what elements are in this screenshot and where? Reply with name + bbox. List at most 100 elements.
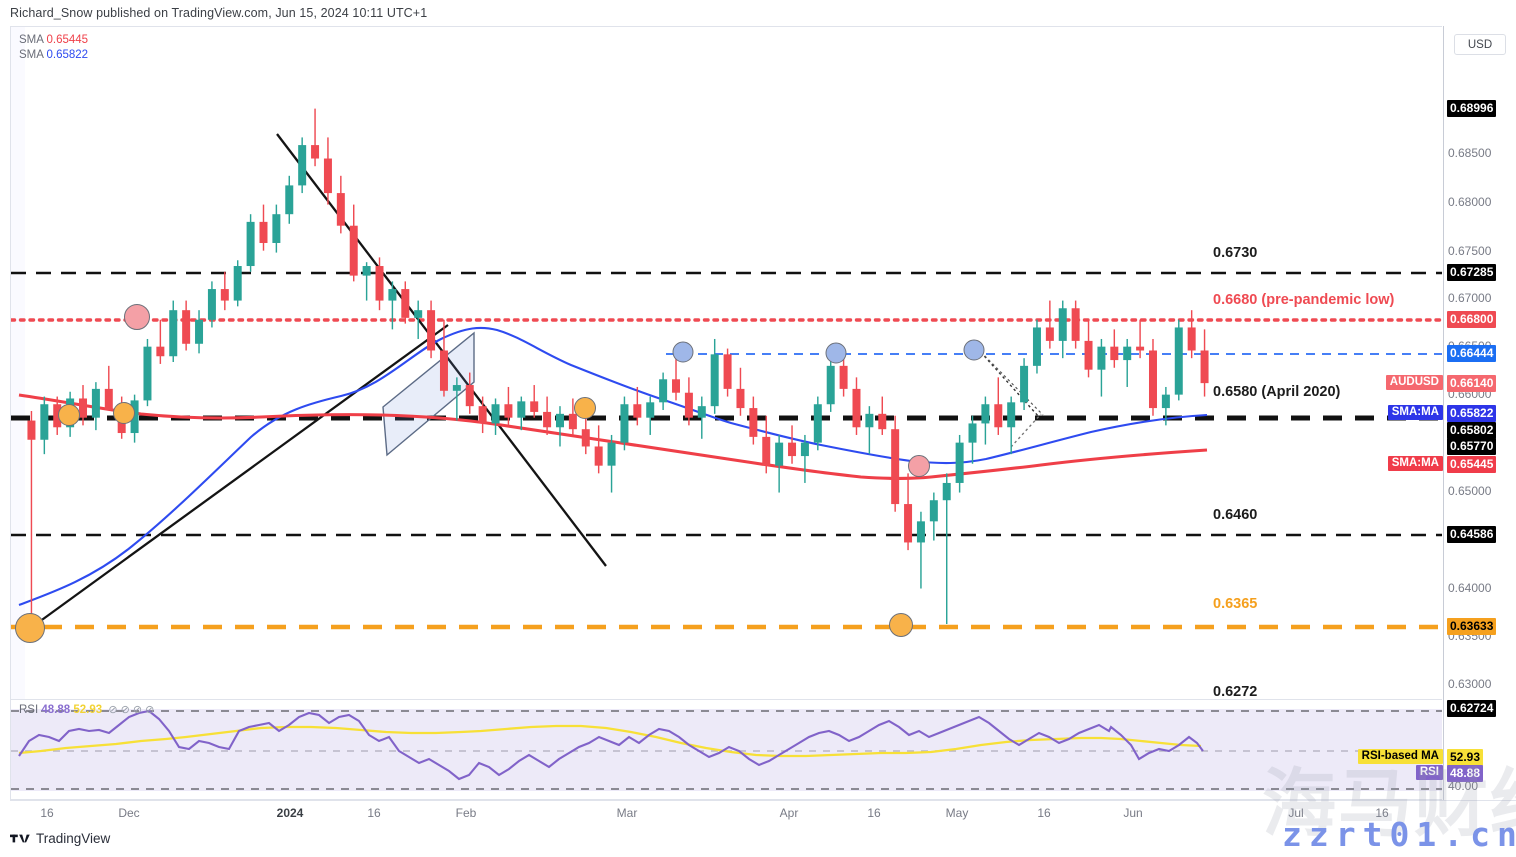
candle-body xyxy=(697,406,706,418)
candle-body xyxy=(439,350,448,391)
candle-body xyxy=(79,398,88,418)
level-annotation-label: 0.6272 xyxy=(1213,684,1258,699)
candle-body xyxy=(981,404,990,424)
candle-body xyxy=(272,214,281,243)
rsi-settings-glyphs[interactable]: ⊘ ⊘ ⊘ ⊘ xyxy=(108,704,155,716)
price-axis-tick: 0.68000 xyxy=(1448,195,1492,209)
candle-body xyxy=(762,436,771,466)
level-annotation-label: 0.6460 xyxy=(1213,507,1258,523)
price-axis-chip: 0.65445 xyxy=(1447,456,1497,473)
candle-body xyxy=(1161,394,1170,409)
candle-body xyxy=(568,413,577,430)
trendline-ascending xyxy=(27,324,449,631)
candle-body xyxy=(1007,402,1016,428)
candle-body xyxy=(891,429,900,505)
currency-badge[interactable]: USD xyxy=(1454,34,1506,55)
candle-body xyxy=(1084,340,1093,370)
level-annotation-label: 0.6680 (pre-pandemic low) xyxy=(1213,292,1395,308)
price-axis-tick: 0.65000 xyxy=(1448,484,1492,498)
candle-body xyxy=(994,404,1003,428)
candle-body xyxy=(130,400,139,434)
candle-body xyxy=(607,442,616,466)
candle-body xyxy=(336,193,345,226)
time-axis-tick: 16 xyxy=(867,806,881,820)
candle-body xyxy=(581,429,590,447)
candle-body xyxy=(220,289,229,301)
candle-body xyxy=(1032,327,1041,366)
candle-body xyxy=(633,404,642,418)
price-axis-chip: 0.65822 xyxy=(1447,405,1497,422)
price-axis-chip: 52.93 xyxy=(1447,749,1484,766)
candle-body xyxy=(1110,346,1119,361)
pivot-marker-pink[interactable] xyxy=(908,455,930,477)
time-axis[interactable]: 16 Dec 2024 16 Feb Mar Apr 16 May 16 Jun Jul 16 xyxy=(10,800,1516,826)
candle-body xyxy=(91,388,100,418)
time-axis-tick: 16 xyxy=(40,806,54,820)
candle-body xyxy=(323,158,332,194)
price-axis-chip: 0.68996 xyxy=(1447,100,1497,117)
candle-body xyxy=(659,379,668,403)
candle-body xyxy=(311,145,320,159)
candle-body xyxy=(1020,365,1029,403)
resistance-marker-blue[interactable] xyxy=(963,339,985,361)
candle-body xyxy=(839,365,848,389)
series-price-chip: RSI-based MA xyxy=(1357,749,1443,764)
price-axis[interactable]: USD 0.685000.680000.675000.670000.665000… xyxy=(1443,26,1516,800)
candle-body xyxy=(169,310,178,357)
candle-body xyxy=(1058,308,1067,341)
candle-body xyxy=(646,402,655,418)
candle-body xyxy=(298,145,307,186)
pivot-marker-orange[interactable] xyxy=(113,402,135,424)
candle-body xyxy=(530,401,539,412)
candle-body xyxy=(1045,327,1054,341)
rsi-pane[interactable]: RSI 48.88 52.93 ⊘ ⊘ ⊘ ⊘ xyxy=(11,701,1442,799)
pivot-marker-orange[interactable] xyxy=(889,613,913,637)
watermark-chinese: 海马财经 xyxy=(1262,761,1516,847)
resistance-marker-blue[interactable] xyxy=(672,341,694,363)
rsi-legend: RSI 48.88 52.93 ⊘ ⊘ ⊘ ⊘ xyxy=(19,703,154,716)
price-legend: SMA 0.65445 SMA 0.65822 xyxy=(19,33,88,63)
rsi-legend-value: 48.88 xyxy=(41,704,71,716)
level-annotation-label: 0.6365 xyxy=(1213,596,1258,612)
candle-body xyxy=(143,346,152,401)
pivot-marker-orange[interactable] xyxy=(58,404,80,426)
price-axis-chip: 0.66140 xyxy=(1447,375,1497,392)
price-axis-tick: 0.63000 xyxy=(1448,677,1492,691)
candle-body xyxy=(594,446,603,466)
candle-body xyxy=(620,404,629,443)
candle-body xyxy=(285,185,294,215)
candle-body xyxy=(259,221,268,243)
price-axis-tick: 0.68500 xyxy=(1448,146,1492,160)
resistance-marker-blue[interactable] xyxy=(825,342,847,364)
candle-body xyxy=(517,401,526,418)
triangle-base-dotted xyxy=(976,347,1044,416)
pivot-marker-orange[interactable] xyxy=(15,613,45,643)
candle-body xyxy=(207,289,216,320)
series-price-chip: AUDUSD xyxy=(1385,375,1443,390)
candle-body xyxy=(491,404,500,424)
sma-slow-blue-line xyxy=(18,326,1208,606)
candle-body xyxy=(904,504,913,543)
price-axis-chip: 0.66800 xyxy=(1447,311,1497,328)
candle-body xyxy=(401,289,410,318)
price-axis-chip: 0.66444 xyxy=(1447,345,1497,362)
pivot-marker-pink[interactable] xyxy=(124,304,150,330)
candle-body xyxy=(1097,346,1106,370)
candle-body xyxy=(723,354,732,389)
candle-body xyxy=(775,442,784,466)
legend-sma-slow-value: 0.65822 xyxy=(46,49,89,61)
rsi-legend-name: RSI xyxy=(19,704,39,716)
price-pane[interactable]: SMA 0.65445 SMA 0.65822 0.6730 0.6680 (pr… xyxy=(11,27,1442,699)
pivot-marker-orange[interactable] xyxy=(574,397,596,419)
legend-row-sma-slow: SMA 0.65822 xyxy=(19,48,88,63)
candle-body xyxy=(414,310,423,318)
candle-body xyxy=(878,413,887,430)
time-axis-tick: 2024 xyxy=(276,806,304,820)
legend-sma-fast-label: SMA xyxy=(19,34,44,46)
candle-body xyxy=(1123,346,1132,361)
price-axis-tick: 0.67000 xyxy=(1448,291,1492,305)
flag-channel-shape xyxy=(382,331,475,457)
triangle-lower-dotted xyxy=(1010,413,1042,448)
candle-body xyxy=(749,408,758,437)
candle-body xyxy=(813,404,822,443)
